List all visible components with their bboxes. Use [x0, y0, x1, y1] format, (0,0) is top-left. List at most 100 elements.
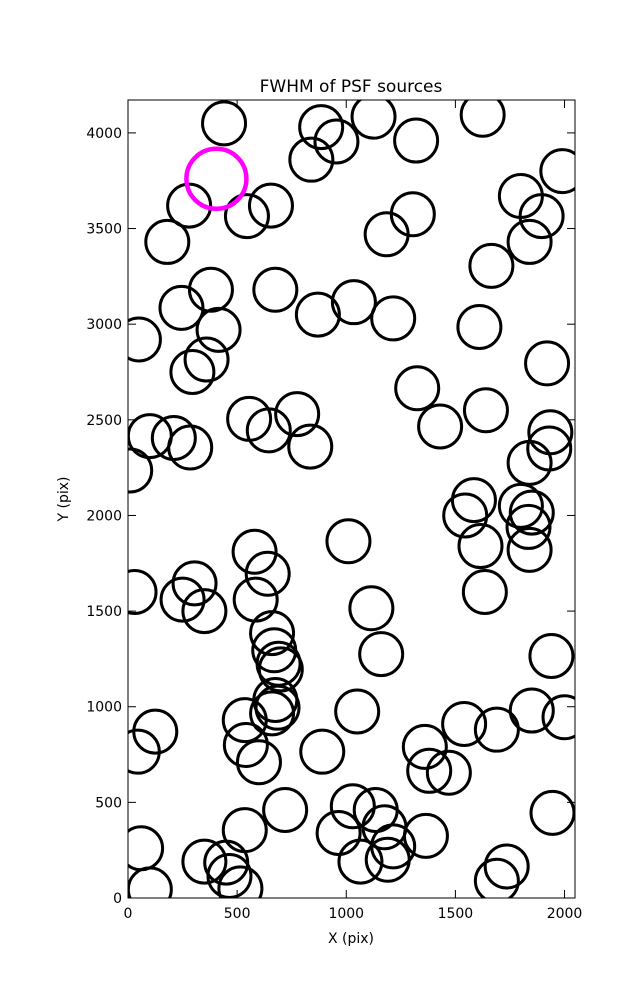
source-circle — [459, 100, 506, 138]
source-circle — [389, 191, 436, 238]
source-circle — [232, 576, 279, 623]
source-circle — [128, 866, 173, 898]
y-axis-label: Y (pix) — [56, 477, 72, 523]
source-circle — [402, 812, 449, 859]
source-circle — [201, 100, 248, 147]
source-circle — [461, 568, 508, 615]
y-tick-label: 1000 — [86, 700, 122, 716]
y-tick-label: 2000 — [86, 508, 122, 524]
source-circle — [313, 118, 360, 165]
source-circle — [539, 148, 575, 195]
source-circle — [506, 439, 553, 486]
source-circle — [506, 526, 553, 573]
source-circle — [181, 838, 228, 885]
y-tick-label: 500 — [95, 795, 122, 811]
source-circle — [171, 560, 218, 607]
source-circle — [217, 865, 264, 898]
source-circle — [128, 825, 165, 872]
source-circle — [169, 348, 216, 395]
source-circle — [298, 104, 345, 151]
source-circle — [181, 588, 228, 635]
source-circle — [159, 576, 206, 623]
source-circle — [288, 136, 335, 183]
source-circle — [370, 295, 417, 342]
source-circle — [518, 193, 565, 240]
source-circle — [167, 424, 214, 471]
source-circle — [221, 807, 268, 854]
source-circle — [249, 690, 296, 737]
source-circle — [529, 789, 575, 836]
source-circle — [406, 747, 453, 794]
source-circle — [348, 585, 395, 632]
source-circle — [456, 304, 503, 351]
source-circle — [325, 518, 372, 565]
y-tick-label: 1500 — [86, 604, 122, 620]
source-circle — [254, 684, 301, 731]
source-circle — [299, 728, 346, 775]
source-circle — [350, 100, 397, 140]
source-circle — [221, 697, 268, 744]
source-circle — [249, 610, 296, 657]
source-circle — [183, 336, 230, 383]
source-circle — [334, 688, 381, 735]
source-circle — [128, 728, 161, 775]
source-circle — [462, 387, 509, 434]
source-circle — [441, 700, 488, 747]
axes-frame — [127, 99, 576, 899]
source-circle — [425, 749, 472, 796]
plot-area — [128, 100, 575, 898]
source-circle — [245, 407, 292, 454]
source-circle — [247, 182, 294, 229]
source-circle — [468, 242, 515, 289]
source-circle — [231, 528, 278, 575]
x-axis-label: X (pix) — [328, 931, 374, 947]
source-circle — [528, 633, 575, 680]
source-circle — [364, 836, 411, 883]
source-circle — [315, 809, 362, 856]
source-circle — [524, 340, 571, 387]
source-circle — [457, 523, 504, 570]
source-circle — [497, 482, 544, 529]
source-circle — [393, 117, 440, 164]
source-circle — [450, 477, 497, 524]
source-circle — [128, 447, 154, 494]
source-circle — [541, 694, 575, 741]
y-tick-label: 2500 — [86, 413, 122, 429]
source-circle — [144, 218, 191, 265]
source-circle — [329, 783, 376, 830]
source-circle — [483, 843, 530, 890]
source-circle — [506, 218, 553, 265]
source-circle — [195, 306, 242, 353]
source-circle — [330, 279, 377, 326]
source-circle — [166, 182, 213, 229]
source-circle — [244, 550, 291, 597]
source-circle — [337, 838, 384, 885]
x-tick-label: 2000 — [547, 906, 583, 922]
source-circle — [394, 365, 441, 412]
source-circle — [274, 391, 321, 438]
x-tick-label: 0 — [124, 906, 133, 922]
source-circle — [184, 146, 249, 212]
source-circle — [222, 721, 269, 768]
source-circle — [505, 503, 552, 550]
source-circle — [257, 646, 304, 693]
source-circle — [401, 723, 448, 770]
x-tick-label: 1500 — [438, 906, 474, 922]
source-circle — [187, 266, 234, 313]
y-tick-label: 4000 — [86, 126, 122, 142]
source-circle — [128, 568, 158, 615]
source-circle — [158, 284, 205, 331]
source-circle — [223, 193, 270, 240]
source-circle — [473, 706, 520, 753]
source-circle — [442, 492, 489, 539]
source-circle — [252, 266, 299, 313]
source-circle — [262, 787, 309, 834]
source-circle — [508, 687, 555, 734]
x-tick-label: 500 — [224, 906, 251, 922]
source-circle — [358, 631, 405, 678]
source-circle — [287, 423, 334, 470]
source-circle — [294, 291, 341, 338]
source-circle — [417, 403, 464, 450]
source-circle — [150, 414, 197, 461]
